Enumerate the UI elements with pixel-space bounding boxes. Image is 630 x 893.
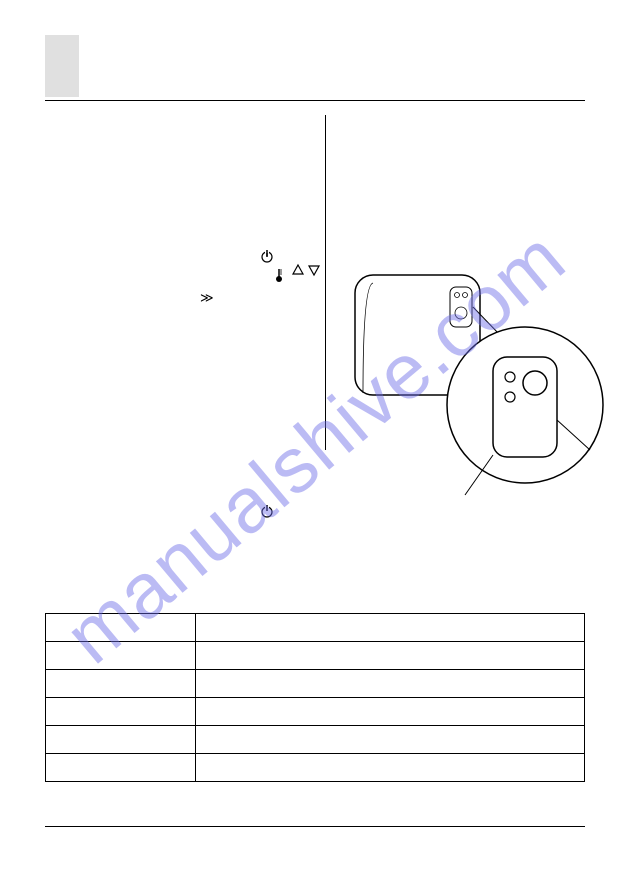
table-row bbox=[46, 726, 585, 754]
table-row bbox=[46, 642, 585, 670]
column-divider bbox=[325, 115, 326, 450]
triangle-up-icon bbox=[291, 263, 305, 282]
thermometer-icon bbox=[274, 267, 284, 288]
power-icon bbox=[260, 249, 274, 268]
page-tab bbox=[45, 35, 79, 97]
power-icon bbox=[260, 504, 274, 523]
table-row bbox=[46, 754, 585, 782]
footer-rule bbox=[45, 826, 585, 827]
table-cell bbox=[196, 726, 585, 754]
page-container: ≫ bbox=[0, 0, 630, 893]
table-cell bbox=[46, 726, 196, 754]
table bbox=[45, 613, 585, 782]
table-cell bbox=[196, 754, 585, 782]
data-table bbox=[45, 613, 585, 782]
table-row bbox=[46, 670, 585, 698]
table-cell bbox=[196, 670, 585, 698]
table-cell bbox=[46, 614, 196, 642]
chevrons-icon: ≫ bbox=[200, 290, 214, 306]
table-cell bbox=[46, 754, 196, 782]
content-area: ≫ bbox=[45, 115, 585, 545]
table-cell bbox=[196, 642, 585, 670]
table-row bbox=[46, 698, 585, 726]
table-cell bbox=[46, 698, 196, 726]
table-cell bbox=[196, 698, 585, 726]
header-rule bbox=[45, 100, 585, 101]
table-cell bbox=[196, 614, 585, 642]
device-illustration bbox=[345, 255, 605, 515]
table-row bbox=[46, 614, 585, 642]
triangle-down-icon bbox=[307, 263, 321, 282]
table-cell bbox=[46, 670, 196, 698]
table-cell bbox=[46, 642, 196, 670]
